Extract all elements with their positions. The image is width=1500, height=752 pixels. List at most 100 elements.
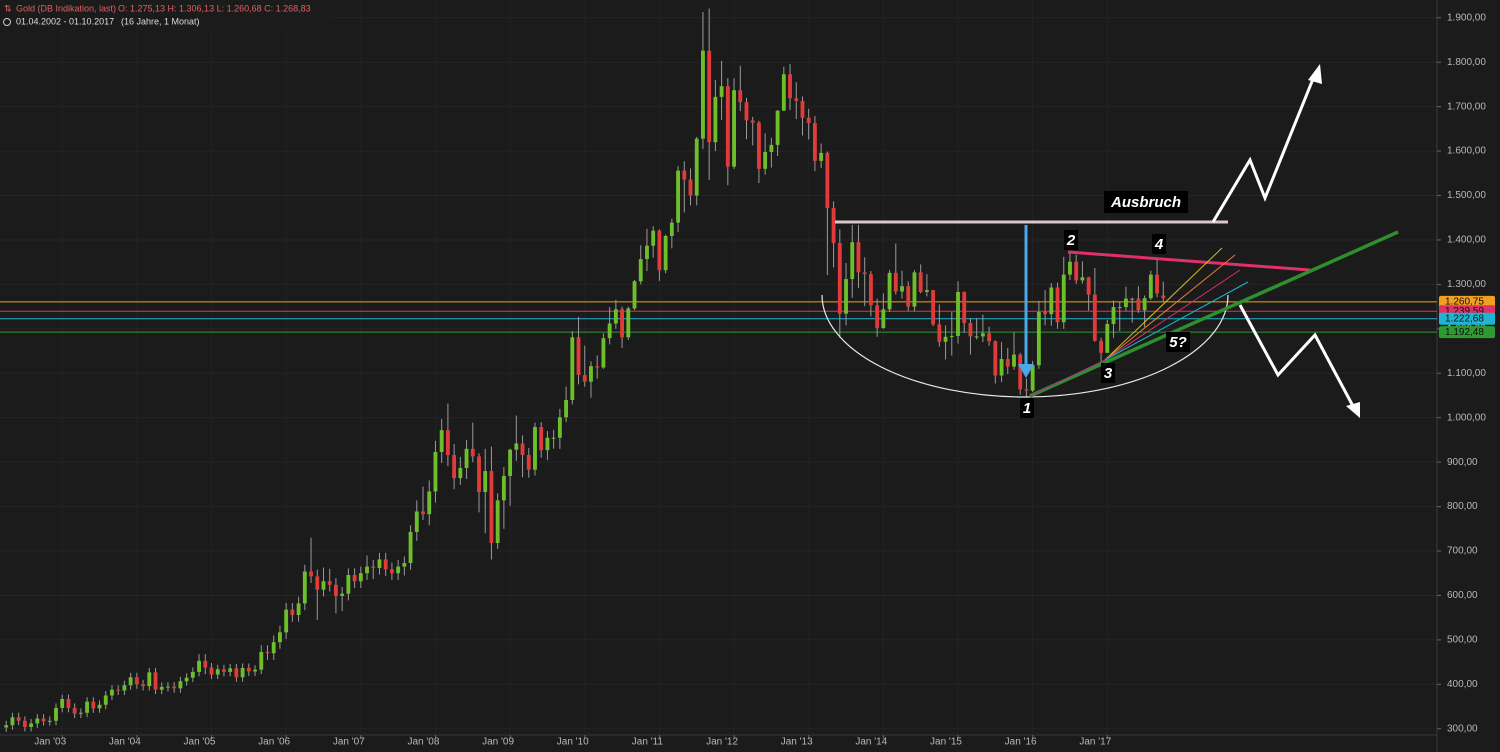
candle-body xyxy=(97,704,102,709)
fan-line xyxy=(1104,269,1241,361)
candle-body xyxy=(613,309,618,324)
candle-body xyxy=(669,222,674,236)
candle-body xyxy=(1117,307,1122,309)
candle-body xyxy=(937,324,942,342)
candle-body xyxy=(1080,277,1085,281)
candle-body xyxy=(812,123,817,161)
candle-body xyxy=(315,576,320,590)
candle-body xyxy=(589,366,593,382)
candle-body xyxy=(856,242,861,273)
candle-body xyxy=(35,718,40,724)
y-tick-label: 1.300,00 xyxy=(1447,279,1486,290)
x-tick-label: Jan '14 xyxy=(855,737,887,748)
axis: 300,00 400,00 500,00 600,00 700,00 800,00 900,… xyxy=(34,12,1495,748)
candle-body xyxy=(912,272,917,307)
level-label-box xyxy=(1439,312,1495,325)
candle-body xyxy=(837,243,842,314)
x-tick-label: Jan '03 xyxy=(34,737,66,748)
candle-body xyxy=(85,701,90,713)
y-tick-label: 1.400,00 xyxy=(1447,235,1486,246)
x-tick-label: Jan '11 xyxy=(632,737,664,748)
candle-body xyxy=(694,138,699,196)
candle-body xyxy=(259,651,264,670)
candle-body xyxy=(439,430,444,452)
candle-body xyxy=(707,50,712,143)
candle-body xyxy=(887,272,892,310)
candle-body xyxy=(533,427,537,470)
candle-body xyxy=(22,720,27,728)
x-tick-label: Jan '12 xyxy=(706,737,738,748)
candle-body xyxy=(296,603,301,616)
level-label: 1.260,75 xyxy=(1445,296,1484,307)
candle-body xyxy=(1055,287,1060,323)
chart-title: Gold (DB Indikation, last) xyxy=(16,3,116,13)
candle-body xyxy=(1036,311,1041,366)
candle-body xyxy=(875,305,880,328)
candle-body xyxy=(321,581,326,590)
candle-body xyxy=(240,667,245,678)
candle-body xyxy=(116,689,121,691)
candle-body xyxy=(340,593,345,596)
level-label: 1.239,59 xyxy=(1445,306,1484,317)
candle-body xyxy=(284,609,289,633)
candle-body xyxy=(327,581,332,585)
candle-body xyxy=(551,437,556,439)
y-tick-label: 1.900,00 xyxy=(1447,12,1486,23)
level-label: 1.222,68 xyxy=(1445,313,1484,324)
levels xyxy=(0,301,1437,333)
candle-body xyxy=(377,559,382,568)
candle-body xyxy=(980,333,985,337)
x-tick-label: Jan '15 xyxy=(930,737,962,748)
title-icon: ⇅ xyxy=(4,3,12,13)
candle-body xyxy=(166,686,170,688)
candle-body xyxy=(993,341,998,376)
candle-body xyxy=(234,668,239,678)
label-box xyxy=(1152,234,1166,254)
candle-body xyxy=(688,179,693,196)
candle-body xyxy=(508,449,513,476)
candle-body xyxy=(215,669,220,675)
x-tick-label: Jan '09 xyxy=(482,737,514,748)
candle-body xyxy=(1148,274,1153,299)
candle-body xyxy=(539,427,544,451)
candle-body xyxy=(607,323,612,339)
candle-body xyxy=(1155,274,1159,294)
candle-body xyxy=(974,336,979,338)
candle-body xyxy=(1092,294,1097,341)
candle-body xyxy=(570,337,575,400)
candle-body xyxy=(1030,365,1035,391)
candle-body xyxy=(725,86,730,167)
candle-body xyxy=(10,717,15,726)
candle-body xyxy=(464,448,469,468)
level-label: 1.192,48 xyxy=(1445,327,1484,338)
candle-body xyxy=(850,242,855,280)
candle-body xyxy=(91,701,96,709)
candle-body xyxy=(190,671,195,678)
candle-body xyxy=(881,309,886,328)
candle-body xyxy=(408,531,413,564)
label-box xyxy=(1104,191,1188,213)
candle-body xyxy=(931,290,936,325)
candle-body xyxy=(1130,298,1135,300)
candle-body xyxy=(987,333,992,342)
resistance-line xyxy=(1067,250,1311,272)
candle-body xyxy=(620,309,625,338)
scenario-up xyxy=(1211,73,1317,223)
candle-body xyxy=(1005,359,1010,367)
fan-line xyxy=(1104,247,1223,361)
candle-body xyxy=(738,90,743,103)
candle-body xyxy=(278,632,282,643)
drawings xyxy=(821,64,1399,418)
candle-body xyxy=(1161,295,1166,299)
label-box xyxy=(1064,230,1078,250)
candle-body xyxy=(222,669,226,672)
level-label-box xyxy=(1439,326,1495,339)
candle-body xyxy=(576,337,581,376)
candle-body xyxy=(495,500,500,544)
candle-body xyxy=(924,290,929,292)
candle-body xyxy=(949,335,954,337)
annotation: 2 xyxy=(1066,232,1076,249)
label-box xyxy=(1101,363,1115,383)
candle-body xyxy=(141,684,146,687)
